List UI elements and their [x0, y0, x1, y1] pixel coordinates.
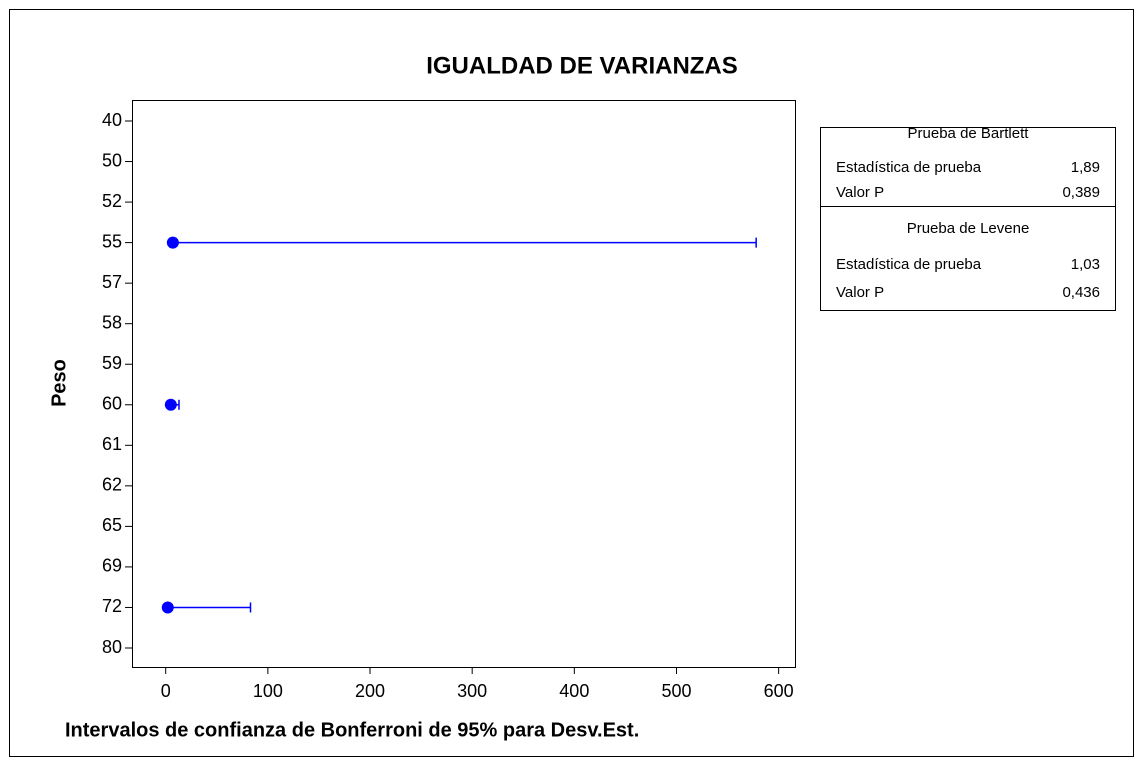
y-tick-label: 50 [102, 150, 122, 170]
point [164, 398, 177, 411]
y-tick-label: 62 [102, 475, 122, 495]
y-tick-label: 69 [102, 556, 122, 576]
y-tick-label: 57 [102, 272, 122, 292]
test-value: 0,436 [1062, 284, 1100, 301]
test-title: Prueba de Levene [907, 220, 1030, 237]
x-tick-label: 100 [253, 681, 283, 701]
chart-title: IGUALDAD DE VARIANZAS [426, 52, 738, 79]
y-tick-label: 55 [102, 231, 122, 251]
y-tick-label: 65 [102, 515, 122, 535]
point [166, 236, 179, 249]
test-label: Valor P [836, 184, 884, 201]
test-label: Estadística de prueba [836, 159, 982, 176]
y-tick-label: 80 [102, 637, 122, 657]
test-box [820, 127, 1116, 311]
y-tick-label: 61 [102, 434, 122, 454]
x-tick-label: 600 [764, 681, 794, 701]
x-tick-label: 200 [355, 681, 385, 701]
test-value: 0,389 [1062, 184, 1100, 201]
y-tick-label: 52 [102, 191, 122, 211]
y-axis-label: Peso [48, 359, 70, 407]
plot-area [132, 100, 796, 668]
frame [9, 9, 1134, 757]
x-tick-label: 300 [457, 681, 487, 701]
test-value: 1,03 [1071, 256, 1100, 273]
y-tick-label: 58 [102, 312, 122, 332]
test-title: Prueba de Bartlett [908, 125, 1030, 142]
x-tick-label: 0 [161, 681, 171, 701]
x-tick-label: 500 [661, 681, 691, 701]
y-tick-label: 59 [102, 353, 122, 373]
test-label: Estadística de prueba [836, 256, 982, 273]
point [161, 601, 174, 614]
y-tick-label: 40 [102, 110, 122, 130]
test-label: Valor P [836, 284, 884, 301]
x-axis-label: Intervalos de confianza de Bonferroni de… [65, 719, 639, 741]
x-tick-label: 400 [559, 681, 589, 701]
y-tick-label: 60 [102, 394, 122, 414]
y-tick-label: 72 [102, 596, 122, 616]
test-value: 1,89 [1071, 159, 1100, 176]
